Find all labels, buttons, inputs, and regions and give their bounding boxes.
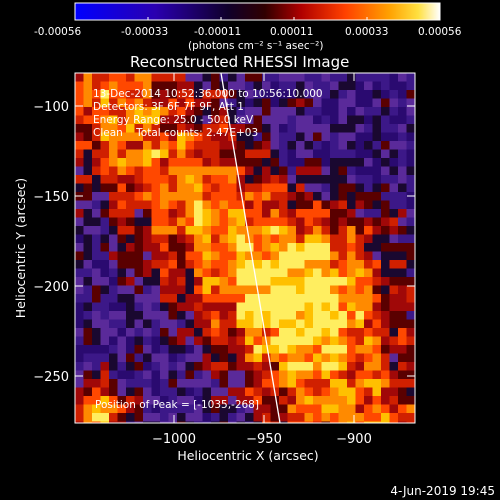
colorbar-ticks [147,17,368,20]
info-clean-counts: Clean Total counts: 2.47E+03 [93,127,258,139]
colorbar-tick-label: 0.00056 [418,26,462,38]
image-frame [74,72,416,424]
y-tick-label: −100 [33,100,69,115]
image-title: Reconstructed RHESSI Image [130,53,349,71]
colorbar-tick-label: -0.00011 [194,26,241,38]
y-axis-title: Heliocentric Y (arcsec) [13,178,28,318]
peak-position-label: Position of Peak = [-1035,-268] [95,399,259,411]
y-tick-label: −150 [33,190,69,205]
x-tick-label: −1000 [152,432,196,447]
info-detectors: Detectors: 3F 6F 7F 9F, Att 1 [93,101,244,113]
x-tick-label: −900 [336,432,372,447]
y-tick-label: −250 [33,370,69,385]
info-energy-range: Energy Range: 25.0 - 50.0 keV [93,114,254,126]
rhessi-image-pixels [75,73,415,423]
colorbar-tick-label: 0.00033 [345,26,388,38]
colorbar [74,2,441,21]
info-time-range: 13-Dec-2014 10:52:36.000 to 10:56:10.000 [93,88,323,100]
colorbar-tick-label: 0.00011 [270,26,313,38]
x-tick-label: −950 [246,432,282,447]
y-tick-label: −200 [33,280,69,295]
x-axis-ticks [173,73,355,423]
footer-timestamp: 4-Jun-2019 19:45 [390,484,495,498]
colorbar-units: (photons cm⁻² s⁻¹ asec⁻²) [188,40,323,52]
y-axis-ticks [75,105,415,377]
colorbar-tick-label: -0.00056 [34,26,82,38]
solar-limb-line [220,73,281,423]
colorbar-tick-label: -0.00033 [121,26,168,38]
x-axis-title: Heliocentric X (arcsec) [177,448,318,463]
